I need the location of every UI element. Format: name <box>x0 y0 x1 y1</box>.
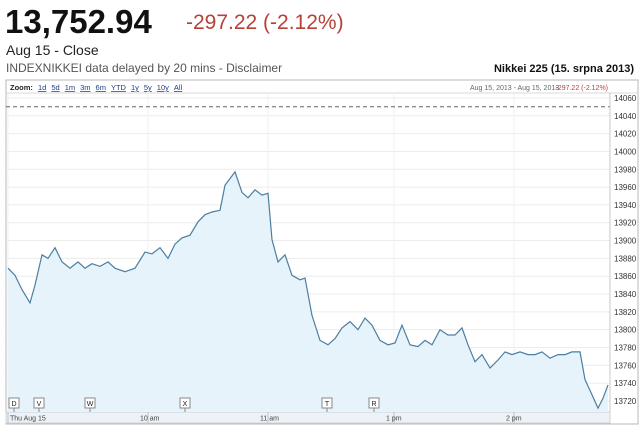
y-tick-label: 14020 <box>614 130 637 139</box>
x-tick-label: 11 am <box>260 416 279 423</box>
zoom-link[interactable]: YTD <box>111 83 127 92</box>
event-flag[interactable] <box>8 397 20 409</box>
y-tick-label: 13760 <box>614 361 637 370</box>
event-flag[interactable] <box>321 397 333 409</box>
x-tick-label: 2 pm <box>506 416 522 423</box>
y-tick-label: 14060 <box>614 94 637 103</box>
zoom-link[interactable]: 1m <box>65 83 75 92</box>
range-change: -297.22 (-2.12%) <box>555 85 608 92</box>
zoom-link[interactable]: 3m <box>80 83 90 92</box>
y-tick-label: 13980 <box>614 165 637 174</box>
event-letter: D <box>11 401 16 408</box>
source-note[interactable]: INDEXNIKKEI data delayed by 20 mins - Di… <box>6 61 282 75</box>
zoom-link[interactable]: 5d <box>51 83 59 92</box>
event-letter: W <box>87 401 94 408</box>
zoom-link[interactable]: 5y <box>144 83 152 92</box>
price-line <box>7 170 609 410</box>
x-tick-label: 10 am <box>140 416 160 423</box>
event-flag[interactable] <box>33 397 45 409</box>
zoom-links: 1d 5d 1m 3m 6m YTD 1y 5y 10y All <box>38 83 183 92</box>
event-letter: V <box>37 401 42 408</box>
y-tick-label: 13920 <box>614 219 637 228</box>
x-tick-label: Thu Aug 15 <box>10 416 46 423</box>
y-tick-label: 13840 <box>614 290 637 299</box>
event-letter: R <box>371 401 376 408</box>
y-tick-label: 14000 <box>614 147 637 156</box>
plot: 13720 13740 13760 13780 13800 13820 13840 13860… <box>5 92 638 424</box>
y-tick-label: 13900 <box>614 237 637 246</box>
chart-name: Nikkei 225 (15. srpna 2013) <box>494 63 634 75</box>
zoom-label: Zoom: <box>10 83 33 92</box>
y-tick-label: 13720 <box>614 397 637 406</box>
y-tick-label: 14040 <box>614 112 637 121</box>
event-flag[interactable] <box>84 397 96 409</box>
price: 13,752.94 <box>5 3 152 40</box>
y-tick-label: 13820 <box>614 308 637 317</box>
zoom-link[interactable]: All <box>174 83 183 92</box>
y-tick-label: 13960 <box>614 183 637 192</box>
area-fill <box>8 171 608 412</box>
y-tick-label: 13860 <box>614 272 637 281</box>
price-change: -297.22 (-2.12%) <box>186 11 344 34</box>
y-tick-label: 13780 <box>614 343 637 352</box>
zoom-link[interactable]: 1y <box>131 83 139 92</box>
event-letter: X <box>183 401 188 408</box>
zoom-link[interactable]: 1d <box>38 83 46 92</box>
zoom-link[interactable]: 6m <box>96 83 106 92</box>
event-flag[interactable] <box>368 397 380 409</box>
close-date: Aug 15 - Close <box>6 42 99 58</box>
y-tick-label: 13740 <box>614 379 637 388</box>
date-range: Aug 15, 2013 - Aug 15, 2013 <box>470 85 559 92</box>
zoom-link[interactable]: 10y <box>157 83 169 92</box>
event-flag[interactable] <box>179 397 191 409</box>
y-tick-label: 13800 <box>614 326 637 335</box>
event-letter: T <box>325 401 330 408</box>
y-tick-label: 13940 <box>614 201 637 210</box>
y-tick-label: 13880 <box>614 254 637 263</box>
x-tick-label: 1 pm <box>386 416 402 423</box>
